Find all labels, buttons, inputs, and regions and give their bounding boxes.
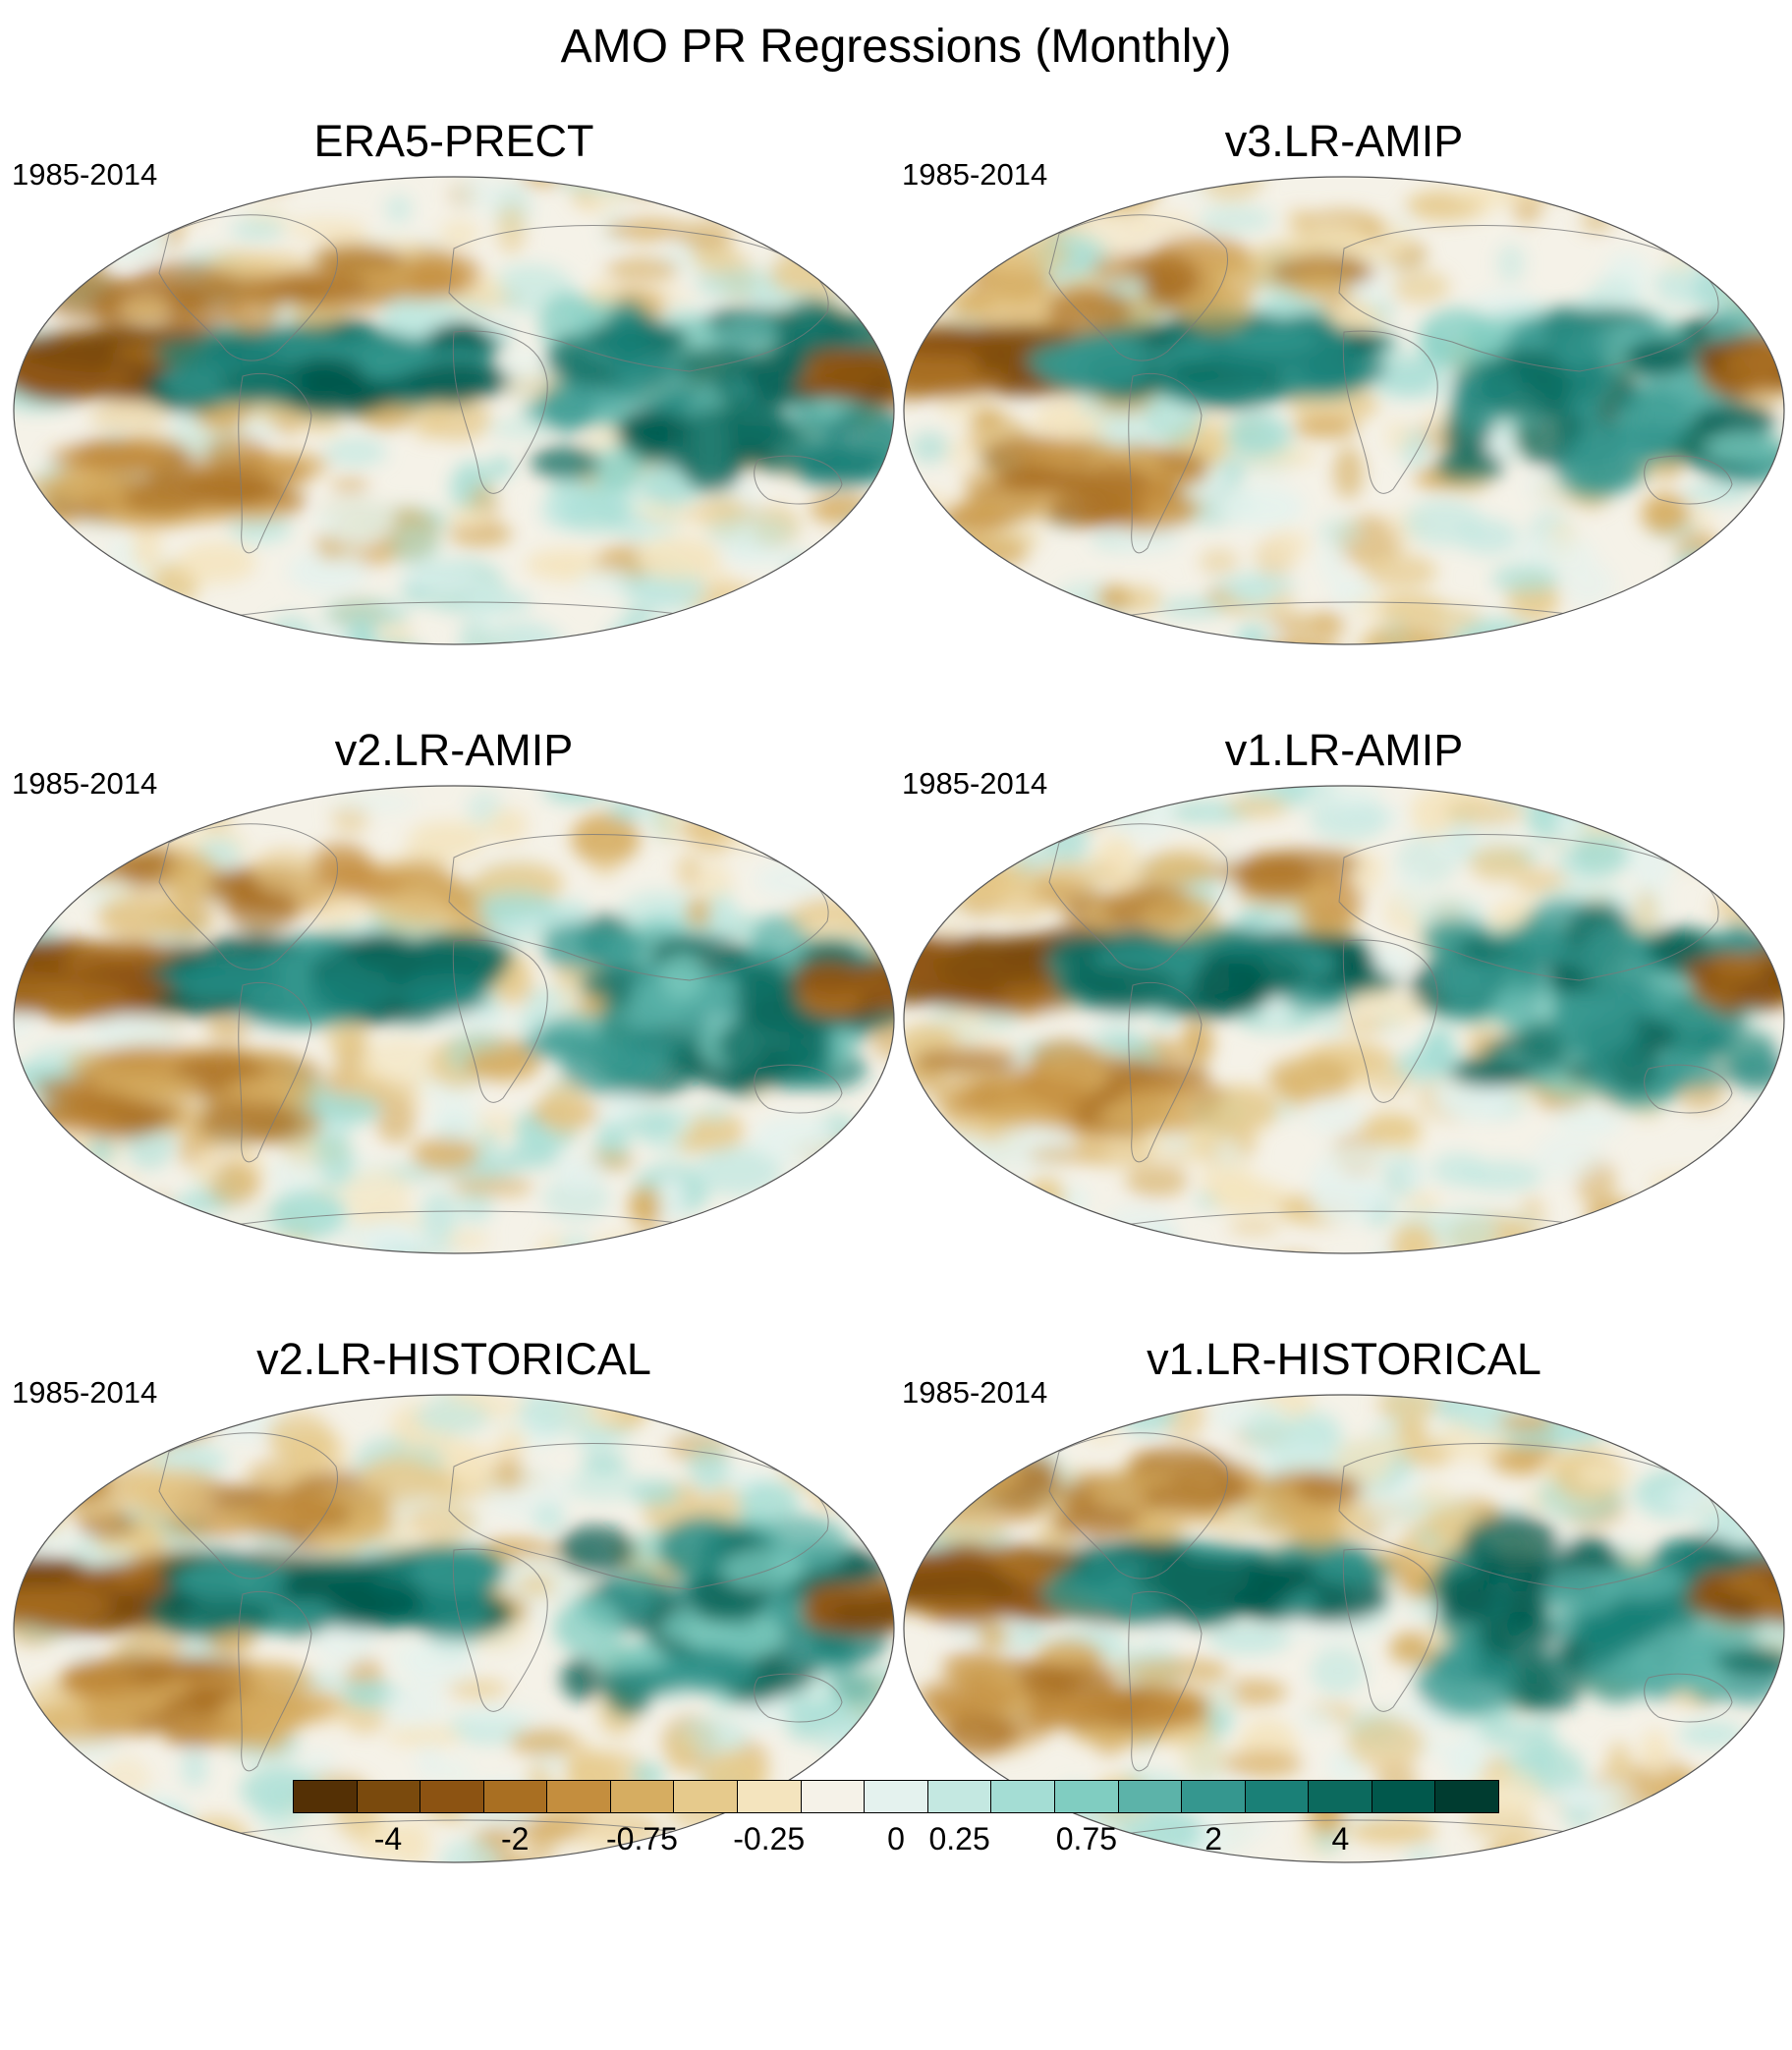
map-v2-lr-historical: [13, 1394, 895, 1863]
colorbar-swatch: [1435, 1781, 1498, 1812]
map-frame: [13, 176, 895, 645]
period-label: 1985-2014: [12, 1375, 158, 1410]
map-v1-lr-amip: [903, 785, 1785, 1254]
map-frame: [903, 785, 1785, 1254]
coastlines: [158, 1432, 843, 1836]
panel-v2-lr-amip: v2.LR-AMIP 1985-2014: [12, 725, 896, 1314]
panel-era5-prect: ERA5-PRECT 1985-2014: [12, 116, 896, 705]
panel-title: v3.LR-AMIP: [1224, 116, 1464, 166]
panel-title: ERA5-PRECT: [313, 116, 594, 166]
map-v2-lr-amip: [13, 785, 895, 1254]
panel-title: v2.LR-HISTORICAL: [256, 1334, 651, 1384]
colorbar-tick-label: -2: [500, 1821, 530, 1856]
colorbar-swatch: [1118, 1781, 1183, 1812]
period-label: 1985-2014: [12, 157, 158, 192]
colorbar-swatch: [801, 1781, 866, 1812]
panel-title: v1.LR-AMIP: [1224, 725, 1464, 775]
coastlines: [1048, 214, 1733, 618]
map-field: [904, 177, 1784, 644]
map-frame: [903, 176, 1785, 645]
colorbar-boxes: [293, 1780, 1499, 1813]
colorbar-tick-label: 0.75: [1055, 1821, 1118, 1856]
coastlines: [158, 214, 843, 618]
map-era5-prect: [13, 176, 895, 645]
colorbar-swatch: [1054, 1781, 1119, 1812]
map-frame: [13, 1394, 895, 1863]
colorbar-swatch: [674, 1781, 739, 1812]
map-field: [904, 786, 1784, 1253]
colorbar-swatch: [927, 1781, 992, 1812]
colorbar-swatch: [483, 1781, 548, 1812]
colorbar-swatch: [420, 1781, 484, 1812]
panel-title: v1.LR-HISTORICAL: [1147, 1334, 1541, 1384]
colorbar-tick-label: -0.75: [606, 1821, 678, 1856]
period-label: 1985-2014: [12, 766, 158, 801]
panel-title: v2.LR-AMIP: [334, 725, 574, 775]
coastlines: [1048, 1432, 1733, 1836]
colorbar: -4 -2 -0.75 -0.25 0 0.25 0.75 2 4: [293, 1780, 1499, 1878]
coastlines: [1048, 823, 1733, 1227]
colorbar-swatch: [357, 1781, 421, 1812]
colorbar-swatch: [610, 1781, 675, 1812]
colorbar-swatch: [547, 1781, 611, 1812]
colorbar-tick-label: 4: [1331, 1821, 1350, 1856]
panel-v2-lr-historical: v2.LR-HISTORICAL 1985-2014: [12, 1334, 896, 1923]
figure-title: AMO PR Regressions (Monthly): [560, 21, 1232, 73]
colorbar-swatch: [294, 1781, 358, 1812]
panel-v3-lr-amip: v3.LR-AMIP 1985-2014: [902, 116, 1786, 705]
colorbar-swatch: [1182, 1781, 1246, 1812]
colorbar-swatch: [738, 1781, 802, 1812]
colorbar-swatch: [1309, 1781, 1372, 1812]
period-label: 1985-2014: [902, 157, 1048, 192]
colorbar-tick-label: 2: [1204, 1821, 1223, 1856]
map-field: [14, 177, 894, 644]
coastlines: [158, 823, 843, 1227]
colorbar-swatch: [865, 1781, 928, 1812]
colorbar-tick-label: 0.25: [928, 1821, 990, 1856]
colorbar-swatch: [1245, 1781, 1310, 1812]
colorbar-tick-label: -0.25: [733, 1821, 806, 1856]
period-label: 1985-2014: [902, 766, 1048, 801]
colorbar-swatch: [1372, 1781, 1436, 1812]
colorbar-tick-label: -4: [373, 1821, 403, 1856]
period-label: 1985-2014: [902, 1375, 1048, 1410]
map-frame: [13, 785, 895, 1254]
colorbar-tick-label: 0: [887, 1821, 905, 1856]
map-frame: [903, 1394, 1785, 1863]
map-field: [14, 786, 894, 1253]
colorbar-swatch: [991, 1781, 1055, 1812]
map-v3-lr-amip: [903, 176, 1785, 645]
panel-v1-lr-amip: v1.LR-AMIP 1985-2014: [902, 725, 1786, 1314]
